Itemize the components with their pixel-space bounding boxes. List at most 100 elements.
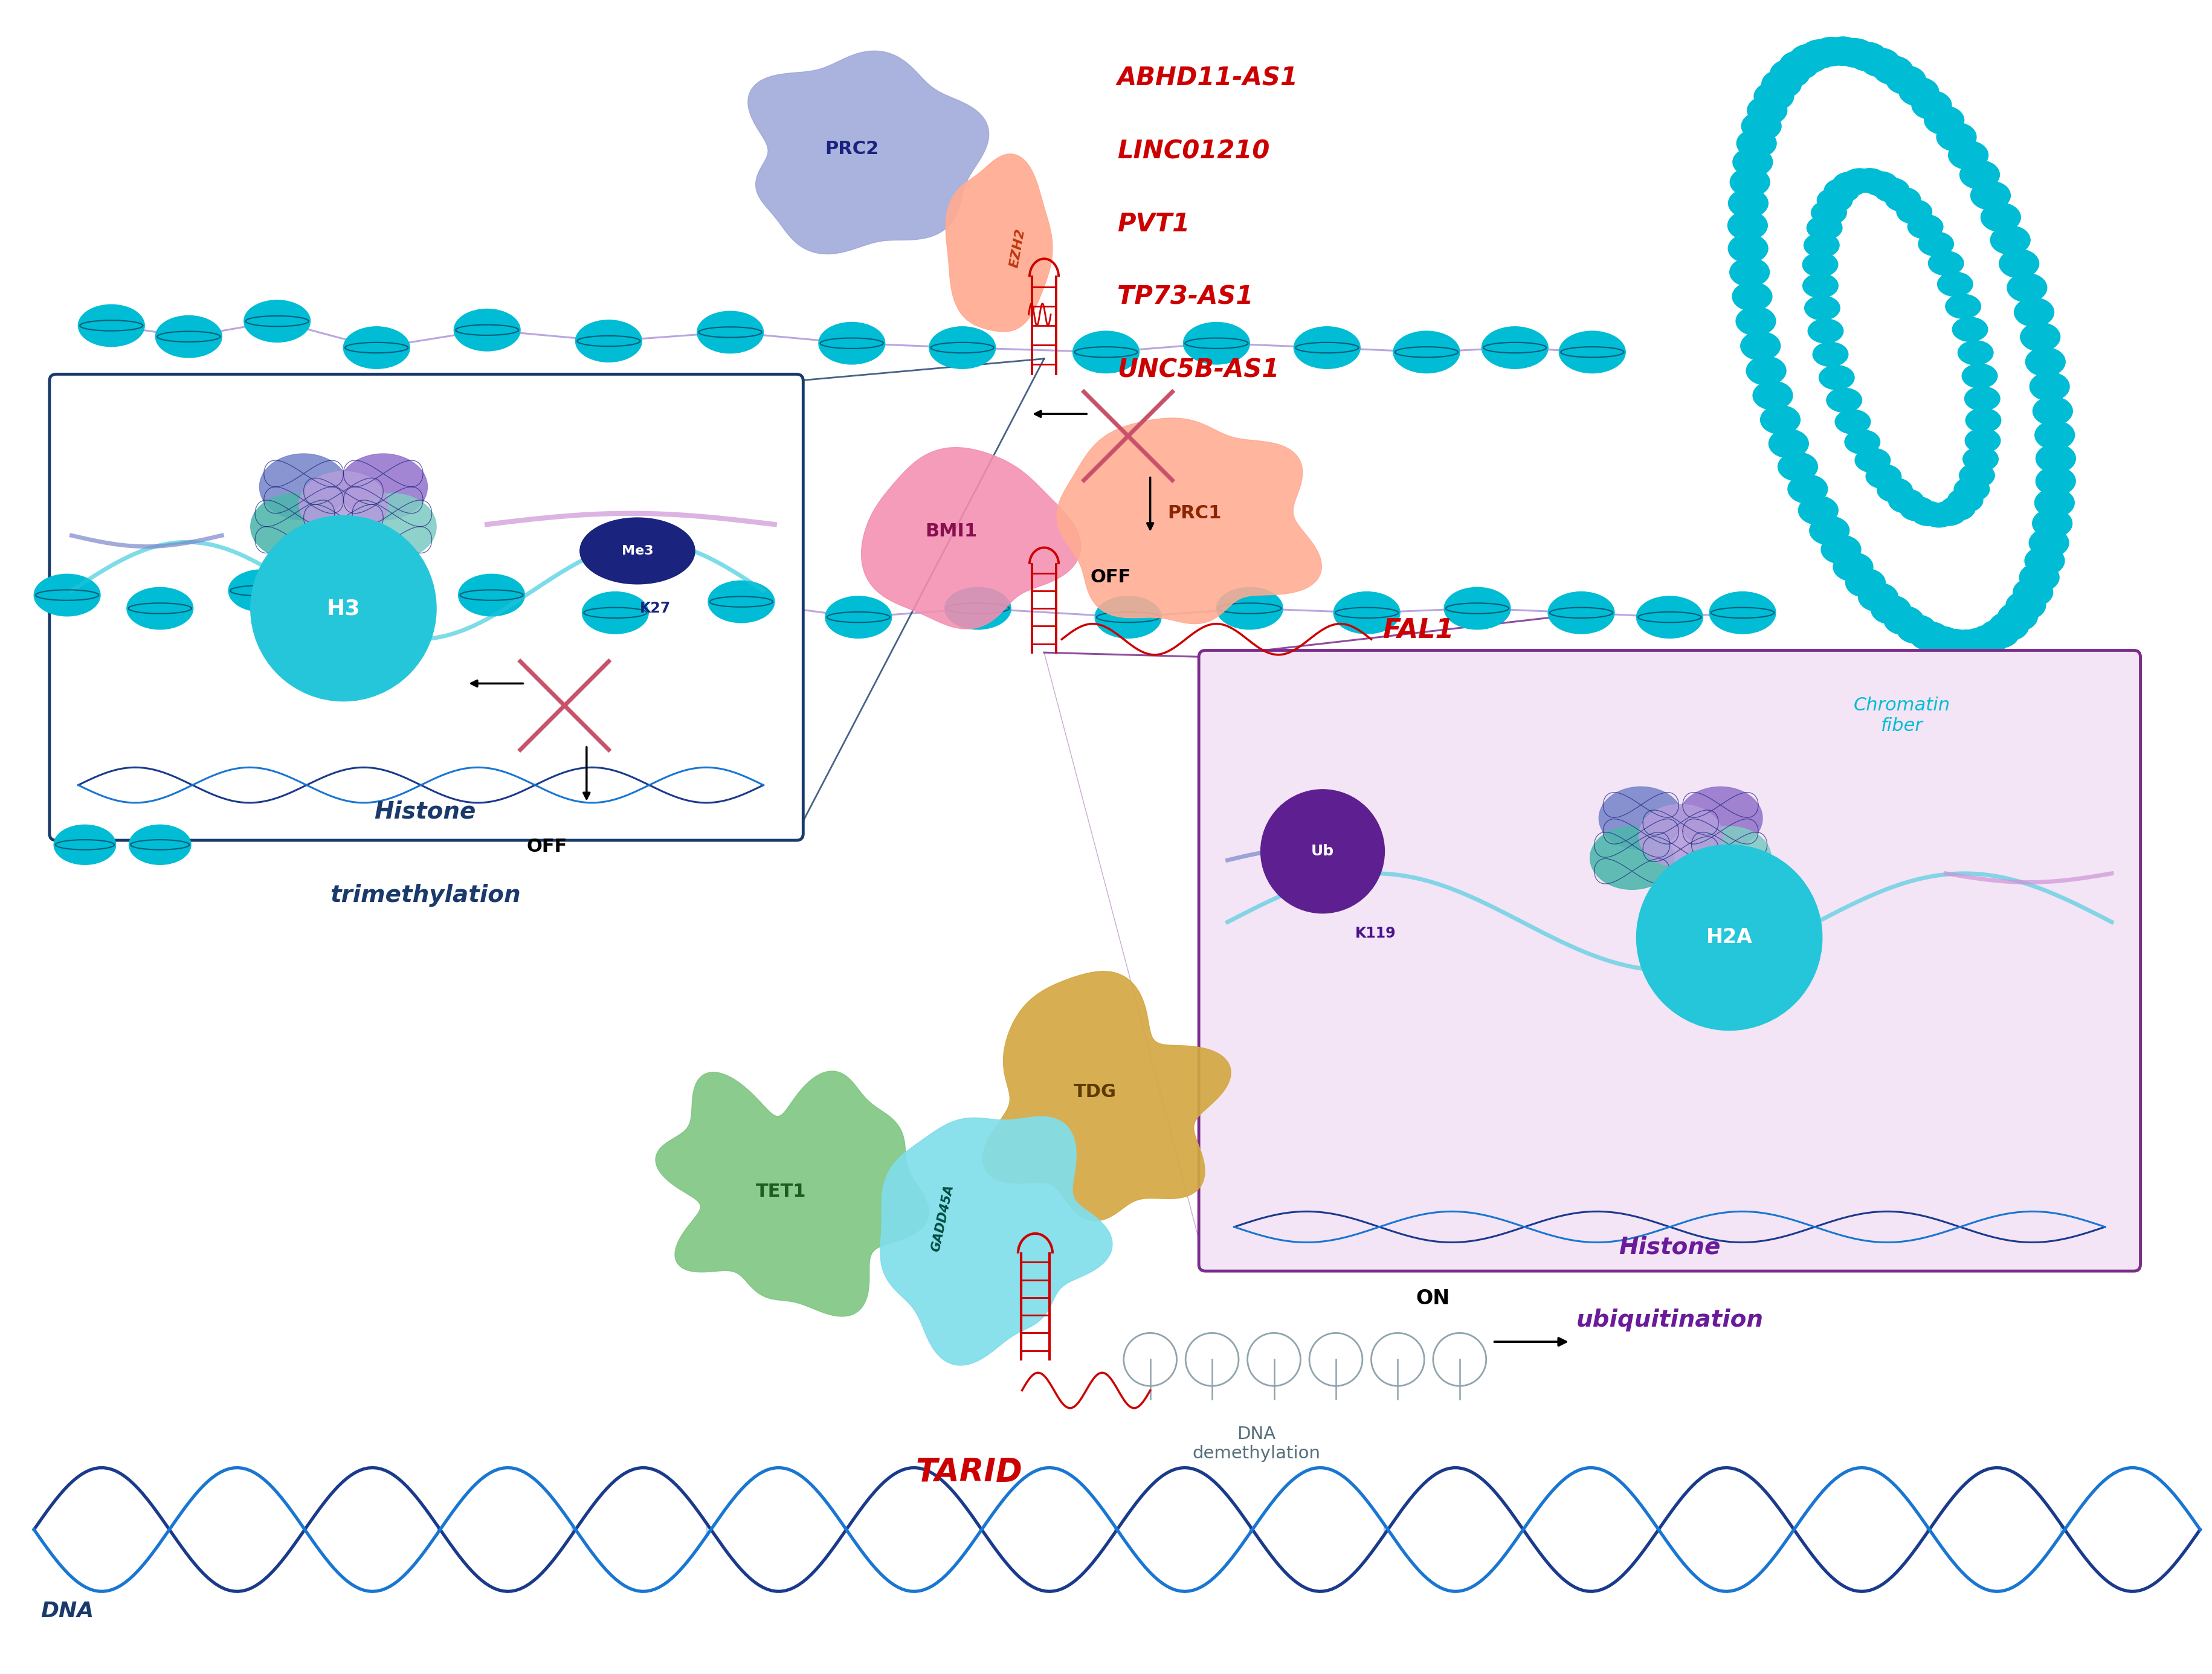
Ellipse shape [1949, 141, 1989, 169]
Ellipse shape [2006, 591, 2046, 619]
Ellipse shape [1924, 105, 1964, 134]
Ellipse shape [1856, 449, 1891, 472]
Ellipse shape [1728, 234, 1767, 263]
Ellipse shape [1887, 65, 1927, 94]
Ellipse shape [347, 494, 436, 559]
Ellipse shape [697, 311, 763, 353]
Ellipse shape [1962, 447, 1997, 472]
Ellipse shape [2033, 397, 2073, 425]
Ellipse shape [1741, 331, 1781, 360]
Ellipse shape [580, 517, 695, 584]
Ellipse shape [2031, 372, 2070, 402]
Ellipse shape [1962, 363, 1997, 388]
Ellipse shape [1812, 37, 1851, 65]
Ellipse shape [1807, 318, 1843, 343]
Text: DNA: DNA [40, 1600, 93, 1622]
Ellipse shape [1812, 201, 1847, 224]
Ellipse shape [945, 588, 1011, 629]
Ellipse shape [1559, 331, 1626, 373]
Text: TET1: TET1 [757, 1184, 807, 1200]
Ellipse shape [2028, 529, 2068, 557]
Ellipse shape [2033, 509, 2073, 537]
Ellipse shape [1745, 357, 1785, 385]
Text: H2A: H2A [1705, 927, 1752, 947]
Ellipse shape [1823, 37, 1863, 65]
Ellipse shape [1878, 479, 1913, 502]
Ellipse shape [1679, 787, 1763, 850]
Text: UNC5B-AS1: UNC5B-AS1 [1117, 357, 1279, 382]
Ellipse shape [1874, 177, 1909, 203]
Ellipse shape [1548, 593, 1615, 634]
Ellipse shape [2020, 323, 2059, 352]
Ellipse shape [1947, 489, 1982, 512]
Text: ABHD11-AS1: ABHD11-AS1 [1117, 65, 1298, 90]
Ellipse shape [1898, 77, 1938, 105]
Ellipse shape [299, 472, 387, 537]
Ellipse shape [1969, 624, 2008, 655]
FancyBboxPatch shape [49, 375, 803, 840]
Ellipse shape [1334, 593, 1400, 634]
Ellipse shape [1825, 179, 1860, 203]
Ellipse shape [2000, 249, 2039, 278]
Ellipse shape [1599, 787, 1683, 850]
Ellipse shape [1761, 70, 1801, 99]
Ellipse shape [1889, 489, 1924, 514]
Ellipse shape [1728, 189, 1767, 218]
Ellipse shape [1929, 251, 1964, 276]
Ellipse shape [1874, 55, 1913, 85]
Ellipse shape [458, 574, 524, 616]
Ellipse shape [1778, 50, 1818, 79]
Ellipse shape [1860, 49, 1900, 77]
Ellipse shape [1896, 199, 1931, 224]
Ellipse shape [1982, 203, 2020, 231]
Polygon shape [982, 971, 1230, 1220]
Ellipse shape [1803, 253, 1838, 276]
Ellipse shape [1885, 606, 1924, 634]
Ellipse shape [1818, 365, 1854, 390]
Ellipse shape [1966, 408, 2002, 432]
Ellipse shape [1444, 588, 1511, 629]
Ellipse shape [1761, 405, 1801, 434]
Ellipse shape [1863, 171, 1898, 196]
Ellipse shape [1851, 169, 1887, 193]
Ellipse shape [243, 300, 310, 341]
Ellipse shape [1931, 501, 1966, 526]
Text: H3: H3 [327, 598, 361, 619]
Text: TP73-AS1: TP73-AS1 [1117, 285, 1254, 310]
Ellipse shape [1730, 258, 1770, 286]
Ellipse shape [2024, 546, 2064, 576]
Ellipse shape [1953, 318, 1989, 341]
Ellipse shape [1997, 603, 2037, 631]
Ellipse shape [1935, 122, 1975, 151]
Ellipse shape [2026, 348, 2066, 377]
Ellipse shape [1732, 147, 1772, 176]
Ellipse shape [818, 323, 885, 365]
Ellipse shape [1836, 39, 1876, 67]
Ellipse shape [1867, 464, 1902, 489]
Ellipse shape [2035, 420, 2075, 449]
Text: Ub: Ub [1312, 844, 1334, 859]
Ellipse shape [128, 825, 190, 864]
Ellipse shape [1843, 169, 1878, 193]
Ellipse shape [1736, 306, 1776, 335]
Ellipse shape [1217, 588, 1283, 629]
Ellipse shape [1989, 613, 2028, 641]
Text: EZH2: EZH2 [1009, 228, 1026, 270]
Ellipse shape [582, 593, 648, 634]
Ellipse shape [343, 326, 409, 368]
Ellipse shape [1590, 827, 1674, 889]
Ellipse shape [1778, 452, 1818, 480]
Text: ubiquitination: ubiquitination [1575, 1309, 1763, 1331]
Ellipse shape [1845, 430, 1880, 454]
Polygon shape [1057, 418, 1321, 624]
Text: PVT1: PVT1 [1117, 211, 1190, 236]
Ellipse shape [1980, 619, 2020, 648]
Ellipse shape [1935, 629, 1975, 658]
Ellipse shape [1798, 496, 1838, 524]
Ellipse shape [1898, 614, 1938, 643]
Circle shape [250, 516, 436, 701]
Ellipse shape [338, 454, 427, 521]
Ellipse shape [575, 320, 641, 362]
Ellipse shape [1770, 429, 1809, 459]
Ellipse shape [1814, 341, 1849, 367]
